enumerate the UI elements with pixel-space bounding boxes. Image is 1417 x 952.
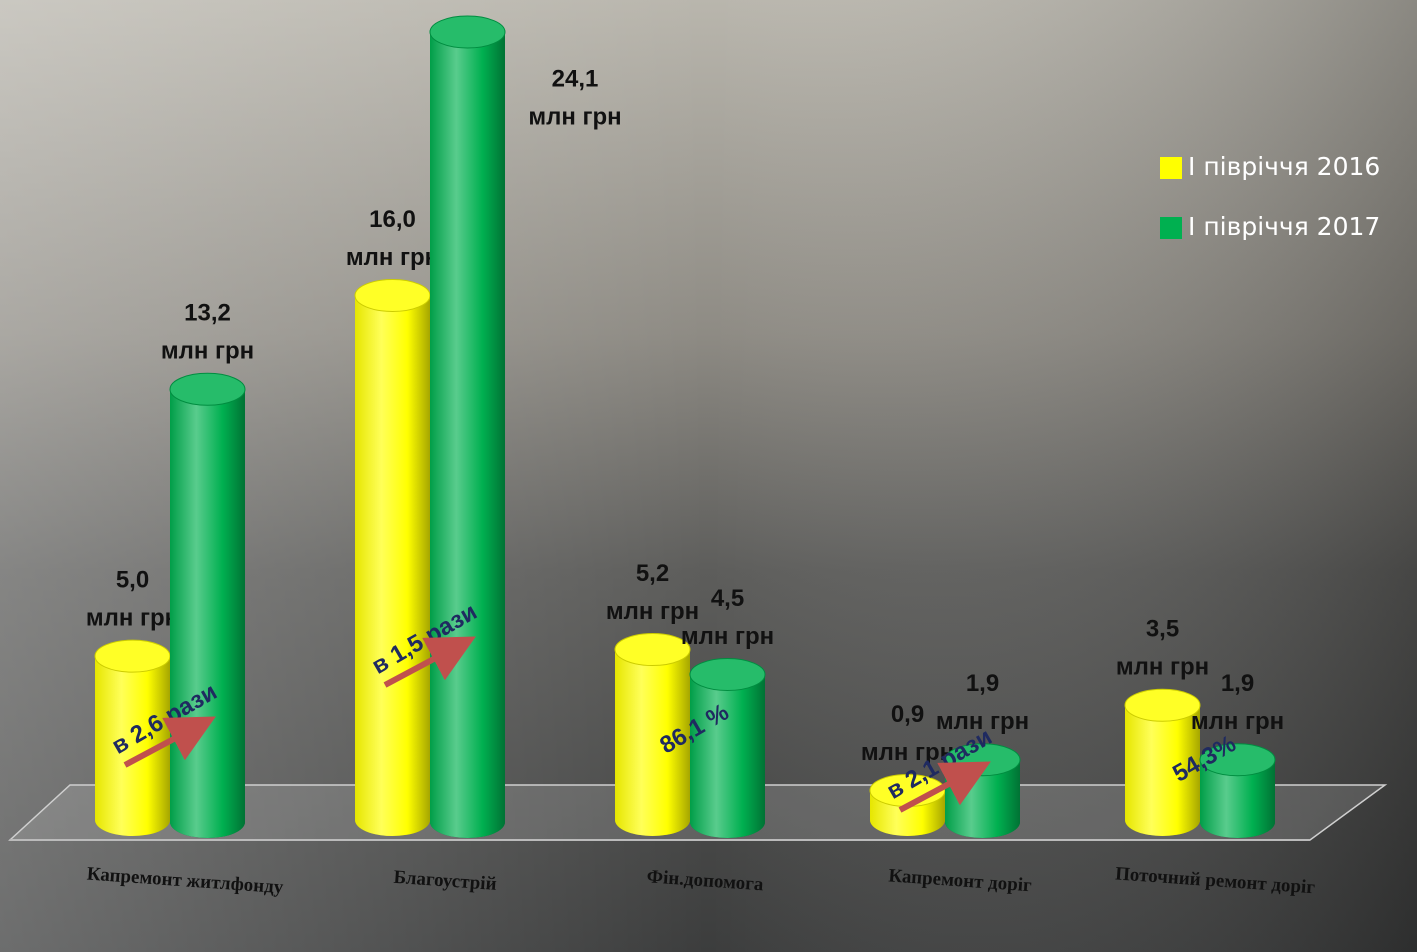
unit-label: млн грн [86,604,179,631]
unit-label: млн грн [861,739,954,766]
value-label: 3,5 [1146,616,1179,643]
value-label: 5,0 [116,566,149,593]
unit-label: млн грн [681,623,774,650]
bar [95,656,170,820]
bar [355,295,430,820]
value-label: 13,2 [184,300,231,327]
bar-top [1124,688,1201,722]
bar-bottom-front [355,804,430,836]
legend-label: І півріччя 2017 [1188,212,1380,241]
annotation-arrow [123,716,216,768]
bar-bottom-front [95,804,170,836]
legend-swatch [1160,217,1182,239]
annotation-arrow [898,761,991,813]
legend-label: І півріччя 2016 [1188,152,1380,181]
bar-bottom-front [430,806,505,838]
value-label: 16,0 [369,206,416,233]
value-label: 4,5 [711,585,744,612]
bar [430,32,505,822]
bar-top [689,657,766,691]
unit-label: млн грн [936,708,1029,735]
bar [1125,705,1200,820]
value-label: 0,9 [891,701,924,728]
bar-bottom-front [690,806,765,838]
value-label: 1,9 [966,670,999,697]
annotation-arrow [383,636,476,688]
unit-label: млн грн [1116,654,1209,681]
bar-top [169,372,246,406]
legend-swatch [1160,157,1182,179]
unit-label: млн грн [606,598,699,625]
bar-bottom-front [945,806,1020,838]
bar-bottom-front [170,806,245,838]
value-label: 1,9 [1221,670,1254,697]
bar-top [1199,743,1276,777]
unit-label: млн грн [1191,708,1284,735]
bar-bottom-front [1200,806,1275,838]
bar-top [429,15,506,49]
value-label: 24,1 [552,65,599,92]
unit-label: млн грн [161,338,254,365]
value-label: 5,2 [636,560,669,587]
bar [690,674,765,822]
bar-top [354,279,431,313]
bar-bottom-front [615,804,690,836]
bar-bottom-front [870,804,945,836]
unit-label: млн грн [346,244,439,271]
bar-top [94,639,171,673]
unit-label: млн грн [528,103,621,130]
bar [170,389,245,822]
bar-bottom-front [1125,804,1200,836]
bar [615,649,690,820]
bar-top [614,633,691,667]
